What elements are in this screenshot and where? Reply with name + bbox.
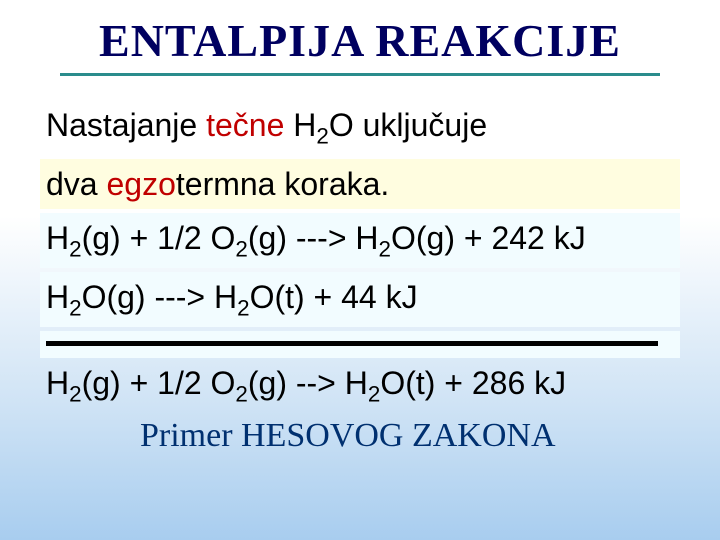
text-red: egzo	[106, 166, 175, 202]
slide-content: Nastajanje tečne H2O uključuje dva egzot…	[40, 100, 680, 455]
text: H	[284, 107, 316, 143]
sub: 2	[69, 381, 81, 406]
text: O(t) + 44 kJ	[250, 279, 418, 315]
sub: 2	[235, 381, 247, 406]
text: (g) + 1/2 O	[82, 220, 236, 256]
text: (g) + 1/2 O	[82, 365, 236, 401]
sub: 2	[235, 237, 247, 262]
text: (g) ---> H	[248, 220, 379, 256]
sub: 2	[237, 296, 249, 321]
sum-divider	[46, 341, 658, 346]
intro-line: Nastajanje tečne H2O uključuje	[40, 100, 680, 155]
slide-title: ENTALPIJA REAKCIJE	[60, 14, 660, 76]
divider-wrap	[40, 331, 680, 358]
equation-sum: H2(g) + 1/2 O2(g) --> H2O(t) + 286 kJ	[40, 358, 680, 413]
sub: 2	[379, 237, 391, 262]
text: O(g) + 242 kJ	[391, 220, 586, 256]
text: H	[46, 279, 69, 315]
sub: 2	[69, 237, 81, 262]
text: Nastajanje	[46, 107, 206, 143]
text: O(t) + 286 kJ	[380, 365, 566, 401]
text: O(g) ---> H	[82, 279, 238, 315]
text: H	[46, 365, 69, 401]
text: termna koraka.	[176, 166, 389, 202]
step-summary: dva egzotermna koraka.	[40, 159, 680, 209]
text: (g) --> H	[248, 365, 368, 401]
text: O uključuje	[329, 107, 487, 143]
sub: 2	[368, 381, 380, 406]
text-red: tečne	[206, 107, 284, 143]
sub: 2	[316, 123, 328, 148]
equation-2: H2O(g) ---> H2O(t) + 44 kJ	[40, 272, 680, 327]
hess-law-label: Primer HESOVOG ZAKONA	[140, 417, 680, 455]
text: H	[46, 220, 69, 256]
equation-1: H2(g) + 1/2 O2(g) ---> H2O(g) + 242 kJ	[40, 213, 680, 268]
text: dva	[46, 166, 106, 202]
sub: 2	[69, 296, 81, 321]
